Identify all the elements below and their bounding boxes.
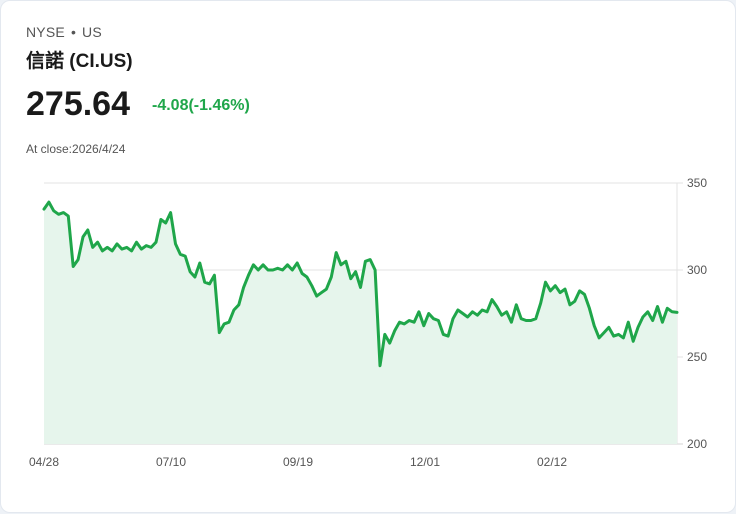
- y-tick-label: 300: [687, 263, 707, 277]
- x-tick-label: 02/12: [537, 455, 567, 469]
- x-tick-label: 07/10: [156, 455, 186, 469]
- stock-title: 信諾 (CI.US): [26, 51, 133, 72]
- y-tick-label: 200: [687, 437, 707, 451]
- exchange-name: NYSE: [26, 24, 65, 40]
- separator-dot: •: [70, 24, 77, 40]
- price-line: [42, 200, 679, 368]
- y-axis-labels: 350 300 250 200: [687, 176, 707, 451]
- x-tick-label: 12/01: [410, 455, 440, 469]
- x-tick-label: 09/19: [283, 455, 313, 469]
- current-price: 275.64: [26, 85, 130, 123]
- x-tick-label: 04/28: [29, 455, 59, 469]
- y-tick-label: 250: [687, 350, 707, 364]
- price-area-fill: [44, 202, 677, 444]
- y-tick-label: 350: [687, 176, 707, 190]
- exchange-label: NYSE • US: [26, 24, 102, 40]
- close-timestamp: At close:2026/4/24: [26, 142, 126, 156]
- region-name: US: [82, 24, 102, 40]
- x-axis-labels: 04/28 07/10 09/19 12/01 02/12: [29, 455, 567, 469]
- price-change: -4.08(-1.46%): [152, 97, 250, 114]
